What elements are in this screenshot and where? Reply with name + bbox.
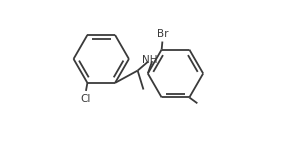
Text: Cl: Cl [81,94,91,104]
Text: Br: Br [157,29,168,39]
Text: NH: NH [142,55,158,65]
